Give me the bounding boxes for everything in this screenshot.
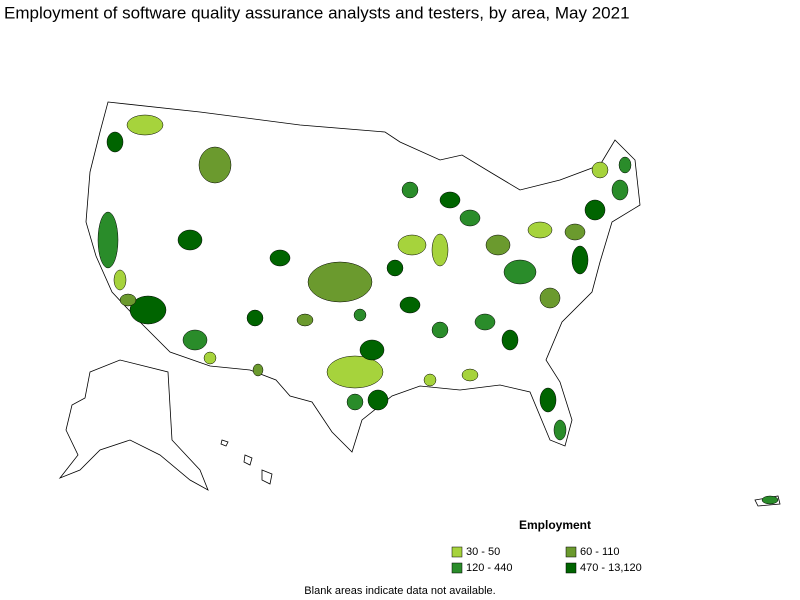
area	[113, 269, 127, 291]
map	[58, 101, 781, 507]
area	[129, 295, 167, 325]
area	[119, 293, 137, 307]
area	[564, 223, 586, 241]
area	[539, 387, 557, 413]
legend-label: 470 - 13,120	[580, 562, 642, 574]
area	[367, 389, 389, 411]
legend-label: 30 - 50	[466, 546, 500, 558]
area	[618, 156, 632, 174]
area	[269, 249, 291, 267]
area	[246, 309, 264, 327]
area	[474, 313, 496, 331]
note: Blank areas indicate data not available.	[304, 585, 495, 597]
area	[423, 373, 437, 387]
area	[501, 329, 519, 351]
area	[761, 495, 779, 505]
area	[346, 393, 364, 411]
legend-label: 120 - 440	[466, 562, 512, 574]
hawaii	[220, 439, 229, 447]
area	[326, 355, 384, 389]
area	[527, 221, 553, 239]
area	[106, 131, 124, 153]
legend-swatch	[565, 562, 577, 574]
area	[198, 146, 232, 184]
area	[401, 181, 419, 199]
area	[252, 363, 264, 377]
area	[203, 351, 217, 365]
legend-label: 60 - 110	[580, 546, 620, 558]
area	[485, 234, 511, 256]
area	[591, 161, 609, 179]
area	[431, 233, 449, 267]
legend: Employment 30 - 50 60 - 110 120 - 440 470 -…	[451, 518, 642, 574]
legend-swatch	[451, 546, 463, 558]
area	[461, 368, 479, 382]
area	[397, 234, 427, 256]
hawaii	[243, 454, 253, 466]
area	[177, 229, 203, 251]
area	[399, 296, 421, 314]
area	[307, 261, 373, 303]
area	[353, 308, 367, 322]
area	[553, 419, 567, 441]
area	[182, 329, 208, 351]
area	[611, 179, 629, 201]
legend-swatch	[451, 562, 463, 574]
legend-swatch	[565, 546, 577, 558]
area	[584, 199, 606, 221]
legend-title: Employment	[519, 518, 591, 532]
area	[97, 211, 119, 269]
area	[459, 209, 481, 227]
hawaii	[261, 469, 273, 485]
area	[126, 114, 164, 136]
map-title: Employment of software quality assurance…	[4, 3, 630, 22]
area	[439, 191, 461, 209]
area	[571, 245, 589, 275]
area	[359, 339, 385, 361]
area	[431, 321, 449, 339]
area	[539, 287, 561, 309]
area	[296, 313, 314, 327]
area	[386, 259, 404, 277]
alaska	[58, 359, 209, 491]
area	[503, 259, 537, 285]
